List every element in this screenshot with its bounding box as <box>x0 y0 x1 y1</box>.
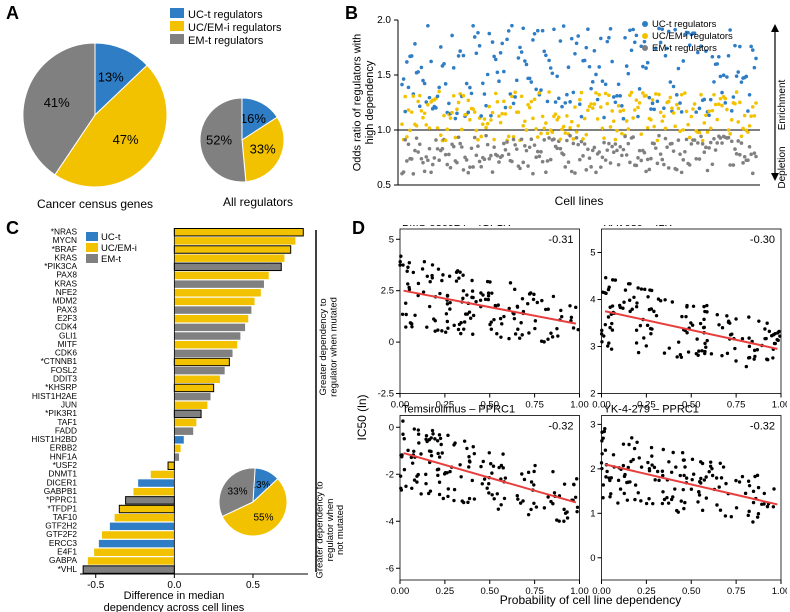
svg-text:0.50: 0.50 <box>682 586 701 597</box>
svg-text:0.5: 0.5 <box>246 580 260 591</box>
svg-text:0.00: 0.00 <box>592 586 611 597</box>
svg-text:3: 3 <box>590 419 595 430</box>
svg-text:0.75: 0.75 <box>525 400 544 411</box>
svg-text:1.5: 1.5 <box>377 70 391 81</box>
svg-text:0: 0 <box>389 337 394 348</box>
svg-text:All regulators: All regulators <box>223 195 293 209</box>
legend-text: UC/EM-i regulators <box>188 22 282 34</box>
svg-text:1.00: 1.00 <box>772 586 787 597</box>
svg-text:-0.32: -0.32 <box>750 421 775 433</box>
svg-text:16%: 16% <box>240 111 266 126</box>
legend-row: UC/EM-i regulators <box>170 21 282 34</box>
svg-text:1: 1 <box>590 508 595 519</box>
svg-text:-0.5: -0.5 <box>87 580 105 591</box>
svg-text:YK-4-279 – PPRC1: YK-4-279 – PPRC1 <box>604 404 699 416</box>
svg-text:-2: -2 <box>386 469 394 480</box>
svg-text:XAV939 – ILK: XAV939 – ILK <box>604 225 673 229</box>
svg-text:-0.30: -0.30 <box>750 234 775 246</box>
legend-text: UC-t regulators <box>188 9 263 21</box>
svg-text:Odds ratio of regulators withh: Odds ratio of regulators withhigh depend… <box>352 34 376 172</box>
svg-text:EM-t: EM-t <box>101 254 121 265</box>
svg-text:UC-t regulators: UC-t regulators <box>652 19 717 30</box>
svg-text:33%: 33% <box>250 141 276 156</box>
legend-row: UC-t regulators <box>170 8 282 21</box>
svg-text:1.00: 1.00 <box>570 586 589 597</box>
svg-text:-4: -4 <box>386 516 394 527</box>
svg-text:55%: 55% <box>254 512 274 523</box>
svg-text:Cell lines: Cell lines <box>555 194 604 208</box>
svg-text:*VHL: *VHL <box>58 564 78 574</box>
svg-text:EM-t regulators: EM-t regulators <box>652 43 717 54</box>
svg-text:0.75: 0.75 <box>727 400 746 411</box>
svg-text:0.25: 0.25 <box>436 586 455 597</box>
svg-text:0.25: 0.25 <box>637 586 656 597</box>
panel-a-legend: UC-t regulators UC/EM-i regulators EM-t … <box>170 8 282 47</box>
svg-text:2.5: 2.5 <box>381 286 394 297</box>
svg-text:Difference in mediandependency: Difference in mediandependency across ce… <box>104 590 245 612</box>
svg-text:-0.31: -0.31 <box>548 234 573 246</box>
svg-text:-2.5: -2.5 <box>378 389 394 400</box>
panel-d: IC50 (ln)Probability of cell line depend… <box>352 225 787 610</box>
svg-text:Temsirolimus – PPRC1: Temsirolimus – PPRC1 <box>402 404 515 416</box>
svg-text:47%: 47% <box>113 132 139 147</box>
svg-text:52%: 52% <box>206 133 232 148</box>
svg-text:BMS-536924 – IGF1R: BMS-536924 – IGF1R <box>402 225 511 229</box>
svg-text:1.00: 1.00 <box>570 400 589 411</box>
svg-text:Greater dependency toregulator: Greater dependency toregulator when muta… <box>318 297 339 397</box>
svg-text:33%: 33% <box>228 486 248 497</box>
svg-text:0.75: 0.75 <box>727 586 746 597</box>
svg-text:UC/EM-i regulators: UC/EM-i regulators <box>652 31 733 42</box>
svg-text:Enrichment: Enrichment <box>777 79 788 130</box>
panel-b: 0.5 1.0 1.5 2.0Odds ratio of regulators wit… <box>350 10 790 225</box>
svg-text:5: 5 <box>389 234 394 245</box>
legend-text: EM-t regulators <box>188 35 263 47</box>
svg-text:4: 4 <box>590 295 595 306</box>
svg-text:5: 5 <box>590 248 595 259</box>
svg-text:2.0: 2.0 <box>377 15 391 26</box>
svg-text:0: 0 <box>389 422 394 433</box>
svg-text:0: 0 <box>590 553 595 564</box>
legend-row: EM-t regulators <box>170 34 282 47</box>
svg-text:1.00: 1.00 <box>772 400 787 411</box>
svg-text:0.5: 0.5 <box>377 180 391 191</box>
panel-c: *NRASMYCN*BRAFKRAS*PIK3CAPAX8KRASNFE2MDM… <box>8 220 346 612</box>
svg-text:UC/EM-i: UC/EM-i <box>101 243 137 254</box>
svg-text:41%: 41% <box>44 95 70 110</box>
svg-text:2: 2 <box>590 464 595 475</box>
svg-text:0.75: 0.75 <box>525 586 544 597</box>
svg-text:-6: -6 <box>386 563 394 574</box>
svg-text:-0.32: -0.32 <box>548 421 573 433</box>
svg-text:3: 3 <box>590 342 595 353</box>
svg-text:0.50: 0.50 <box>481 586 500 597</box>
svg-text:0.00: 0.00 <box>391 586 410 597</box>
svg-text:Cancer census genes: Cancer census genes <box>37 197 153 211</box>
svg-text:2: 2 <box>590 389 595 400</box>
svg-text:1.0: 1.0 <box>377 125 391 136</box>
svg-text:UC-t: UC-t <box>101 232 121 243</box>
svg-text:IC50 (ln): IC50 (ln) <box>355 394 369 440</box>
svg-text:Depletion: Depletion <box>777 146 788 188</box>
svg-text:Greater dependency toregulator: Greater dependency toregulator whennot m… <box>314 481 346 578</box>
svg-text:13%: 13% <box>98 70 124 85</box>
